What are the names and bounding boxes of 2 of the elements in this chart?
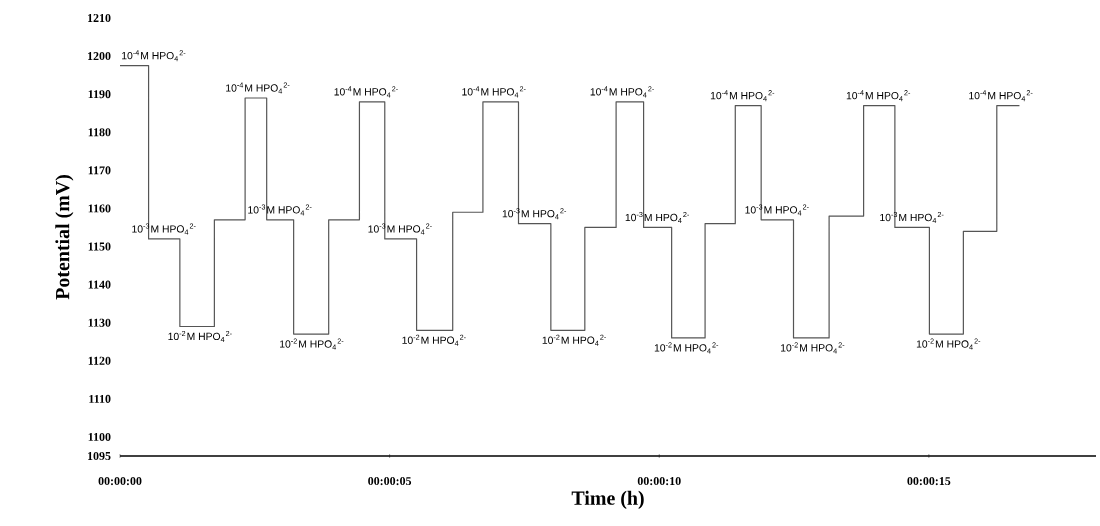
y-axis-title: Potential (mV) [55,175,74,300]
x-axis-title: Time (h) [571,490,644,509]
